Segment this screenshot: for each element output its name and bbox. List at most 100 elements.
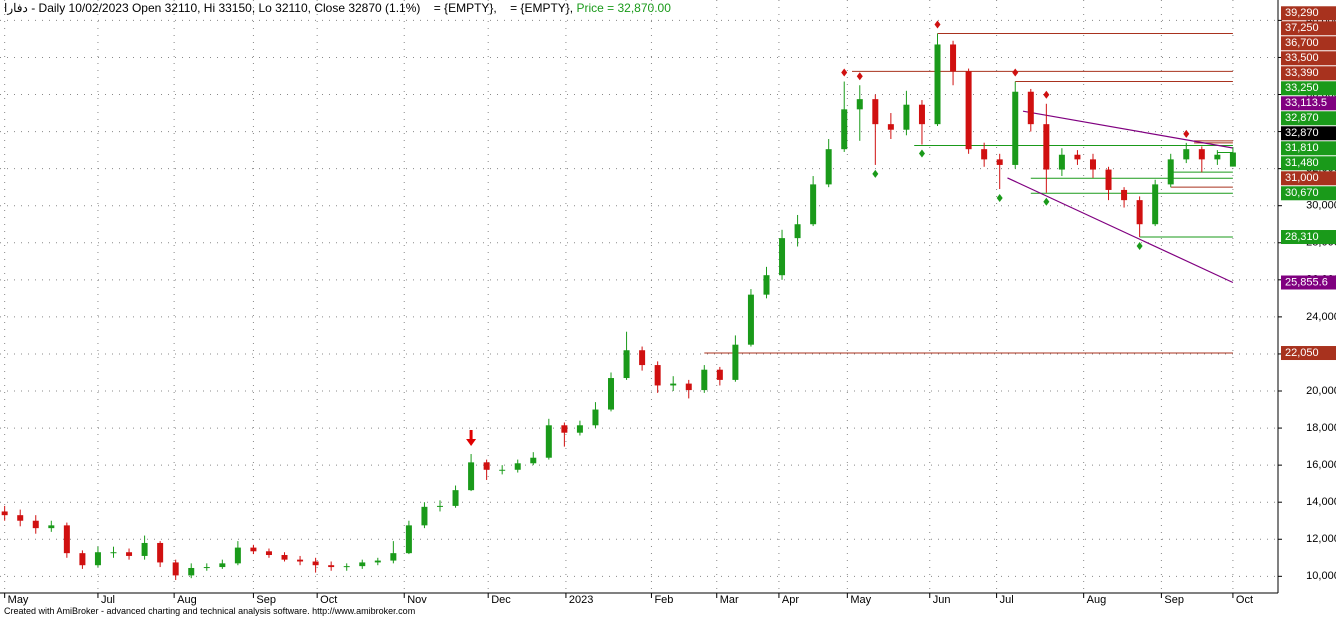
x-tick-label: Dec bbox=[491, 594, 511, 606]
level-label: 31,000 bbox=[1285, 172, 1319, 184]
x-tick-label: Nov bbox=[407, 594, 427, 606]
level-label: 31,480 bbox=[1285, 157, 1319, 169]
level-label: 32,870 bbox=[1285, 127, 1319, 139]
candle-body bbox=[17, 515, 24, 521]
candle-body bbox=[468, 462, 475, 491]
candle-body bbox=[1214, 154, 1221, 160]
level-label-box bbox=[1281, 156, 1336, 171]
price: Price = 32,870.00 bbox=[576, 1, 671, 15]
candle-body bbox=[1012, 91, 1019, 165]
candle-body bbox=[1043, 124, 1050, 170]
candle-body bbox=[390, 553, 397, 561]
candle-body bbox=[219, 563, 226, 568]
candle-body bbox=[203, 567, 210, 569]
candle-body bbox=[1105, 169, 1112, 190]
candle-body bbox=[188, 567, 195, 576]
candle-body bbox=[312, 561, 319, 566]
candle-body bbox=[965, 71, 972, 150]
level-label: 33,390 bbox=[1285, 67, 1319, 79]
candle-body bbox=[1152, 184, 1159, 225]
candle-body bbox=[779, 238, 786, 276]
candle-body bbox=[483, 462, 490, 470]
x-tick-label: Jun bbox=[933, 594, 951, 606]
candle-body bbox=[701, 369, 708, 391]
x-tick-label: Mar bbox=[720, 594, 739, 606]
level-label: 22,050 bbox=[1285, 347, 1319, 359]
candle-body bbox=[841, 109, 848, 150]
level-label: 33,500 bbox=[1285, 52, 1319, 64]
peak-marker bbox=[856, 72, 863, 81]
level-label-box bbox=[1281, 96, 1336, 111]
level-label-box bbox=[1281, 126, 1336, 141]
level-label-box bbox=[1281, 6, 1336, 21]
y-tick-label: 10,000 bbox=[1306, 570, 1336, 582]
level-label-box bbox=[1281, 66, 1336, 81]
symbol: دفارا bbox=[4, 1, 28, 15]
x-tick-label: Apr bbox=[782, 594, 799, 606]
candle-body bbox=[825, 149, 832, 185]
candle-body bbox=[716, 369, 723, 380]
candle-body bbox=[996, 159, 1003, 165]
candle-body bbox=[405, 525, 412, 554]
x-tick-label: Jul bbox=[1000, 594, 1014, 606]
x-tick-label: Sep bbox=[1164, 594, 1184, 606]
candle-body bbox=[63, 525, 70, 554]
x-tick-label: Feb bbox=[654, 594, 673, 606]
candle-body bbox=[110, 552, 117, 554]
footer: Created with AmiBroker - advanced charti… bbox=[4, 606, 416, 616]
candle-body bbox=[1089, 159, 1096, 170]
trough-marker bbox=[872, 169, 879, 178]
trough-marker bbox=[1043, 197, 1050, 206]
candle-body bbox=[1121, 189, 1128, 201]
header: دفارا - Daily 10/02/2023 Open 32110, Hi … bbox=[4, 1, 671, 15]
candle-body bbox=[436, 505, 443, 507]
trough-marker bbox=[996, 194, 1003, 203]
candle-body bbox=[856, 99, 863, 110]
level-label-box bbox=[1281, 275, 1336, 290]
level-label-box bbox=[1281, 51, 1336, 66]
candle-body bbox=[981, 149, 988, 160]
candle-body bbox=[623, 350, 630, 379]
candle-body bbox=[608, 378, 615, 410]
candle-body bbox=[343, 566, 350, 568]
candle-body bbox=[934, 44, 941, 125]
y-tick-label: 18,000 bbox=[1306, 422, 1336, 434]
level-label-box bbox=[1281, 141, 1336, 156]
empty-2: = {EMPTY}, bbox=[510, 1, 574, 15]
candle-body bbox=[297, 559, 304, 562]
candle-body bbox=[172, 562, 179, 576]
candle-body bbox=[545, 425, 552, 458]
candle-body bbox=[1136, 200, 1143, 225]
y-tick-label: 12,000 bbox=[1306, 533, 1336, 545]
candle-body bbox=[234, 547, 241, 564]
candle-body bbox=[639, 350, 646, 366]
peak-marker bbox=[1043, 90, 1050, 99]
candle-body bbox=[1229, 152, 1236, 167]
candle-body bbox=[1167, 159, 1174, 185]
x-tick-label: Oct bbox=[320, 594, 337, 606]
y-tick-label: 20,000 bbox=[1306, 385, 1336, 397]
candle-body bbox=[763, 275, 770, 295]
level-label: 30,670 bbox=[1285, 187, 1319, 199]
candle-body bbox=[94, 552, 101, 566]
candle-body bbox=[561, 425, 568, 433]
level-label-box bbox=[1281, 186, 1336, 201]
level-label-box bbox=[1281, 36, 1336, 51]
level-label: 33,250 bbox=[1285, 82, 1319, 94]
x-tick-label: Oct bbox=[1236, 594, 1253, 606]
candle-body bbox=[359, 562, 366, 567]
level-label-box bbox=[1281, 81, 1336, 96]
x-tick-label: May bbox=[850, 594, 871, 606]
level-label-box bbox=[1281, 171, 1336, 186]
candle-body bbox=[141, 542, 148, 556]
candle-body bbox=[374, 560, 381, 563]
candle-body bbox=[872, 99, 879, 125]
level-label-box bbox=[1281, 21, 1336, 36]
candle-body bbox=[918, 104, 925, 125]
level-label: 36,700 bbox=[1285, 37, 1319, 49]
candle-body bbox=[685, 383, 692, 391]
trough-marker bbox=[918, 149, 925, 158]
candle-body bbox=[126, 552, 133, 556]
x-tick-label: 2023 bbox=[569, 594, 593, 606]
y-tick-label: 24,000 bbox=[1306, 311, 1336, 323]
